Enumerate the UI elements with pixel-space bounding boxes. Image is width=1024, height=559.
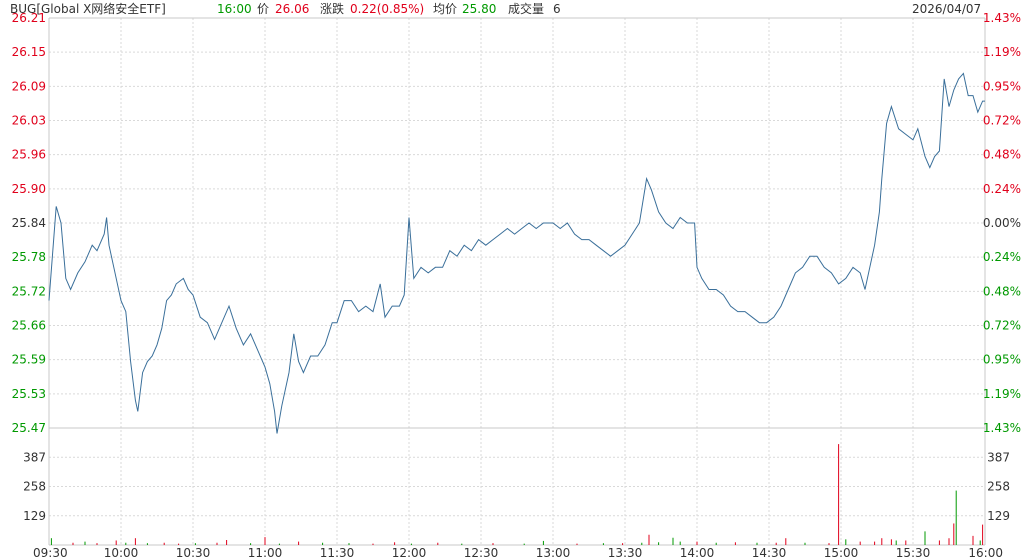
axis-labels: 26.21 1.43% 26.15 1.19% 26.09 0.95% 26.03 0.72%… xyxy=(12,11,1021,559)
volume-label: 成交量 xyxy=(508,2,545,16)
time-tick-label: 10:00 xyxy=(104,546,139,559)
avg-label: 均价 xyxy=(433,2,458,16)
time-tick-label: 11:00 xyxy=(248,546,283,559)
time-tick-label: 13:00 xyxy=(536,546,571,559)
percent-tick-label: 1.19% xyxy=(983,387,1021,401)
price-tick-label: 25.72 xyxy=(12,284,46,298)
percent-tick-label: 0.95% xyxy=(983,353,1021,367)
percent-tick-label: 1.43% xyxy=(983,11,1021,25)
price-tick-label: 25.90 xyxy=(12,182,46,196)
volume-value: 6 xyxy=(553,2,561,16)
time-tick-label: 14:00 xyxy=(680,546,715,559)
volume-tick-label-right: 387 xyxy=(987,450,1010,464)
percent-tick-label: 0.72% xyxy=(983,319,1021,333)
price-tick-label: 26.09 xyxy=(12,79,46,93)
volume-tick-label-right: 258 xyxy=(987,480,1010,494)
percent-tick-label: 1.19% xyxy=(983,45,1021,59)
price-line xyxy=(48,72,985,434)
percent-tick-label: 0.72% xyxy=(983,114,1021,128)
time-tick-label: 15:00 xyxy=(824,546,859,559)
volume-tick-label: 258 xyxy=(23,480,46,494)
price-tick-label: 26.21 xyxy=(12,11,46,25)
price-value: 26.06 xyxy=(275,2,310,16)
avg-value: 25.80 xyxy=(462,2,497,16)
volume-tick-label: 387 xyxy=(23,450,46,464)
percent-tick-label: 0.24% xyxy=(983,182,1021,196)
price-tick-label: 25.96 xyxy=(12,148,46,162)
volume-tick-label: 129 xyxy=(23,509,46,523)
time-tick-label: 12:00 xyxy=(392,546,427,559)
percent-tick-label: 1.43% xyxy=(983,421,1021,435)
time-tick-label: 09:30 xyxy=(33,546,68,559)
price-line-group xyxy=(48,72,985,434)
price-tick-label: 25.78 xyxy=(12,250,46,264)
price-tick-label: 25.66 xyxy=(12,319,46,333)
price-tick-label: 26.15 xyxy=(12,45,46,59)
time-tick-label: 12:30 xyxy=(464,546,499,559)
time-tick-label: 16:00 xyxy=(968,546,1003,559)
price-tick-label: 25.84 xyxy=(12,216,46,230)
time-tick-label: 14:30 xyxy=(752,546,787,559)
price-label: 价 xyxy=(257,2,270,16)
grid-lines xyxy=(48,17,986,546)
volume-bars xyxy=(50,444,984,545)
time-value: 16:00 xyxy=(217,2,252,16)
chart-header: BUG[Global X网络安全ETF] 16:00 价 26.06 涨跌 0.… xyxy=(0,0,1024,20)
percent-tick-label: 0.48% xyxy=(983,148,1021,162)
symbol-label: BUG[Global X网络安全ETF] xyxy=(10,2,166,16)
price-tick-label: 25.59 xyxy=(12,353,46,367)
volume-tick-label-right: 129 xyxy=(987,509,1010,523)
time-tick-label: 10:30 xyxy=(176,546,211,559)
percent-tick-label: 0.95% xyxy=(983,79,1021,93)
time-tick-label: 15:30 xyxy=(896,546,931,559)
change-label: 涨跌 xyxy=(320,2,345,16)
date-label: 2026/04/07 xyxy=(912,2,982,16)
change-value: 0.22(0.85%) xyxy=(350,2,425,16)
percent-tick-label: 0.48% xyxy=(983,284,1021,298)
price-tick-label: 26.03 xyxy=(12,114,46,128)
price-tick-label: 25.53 xyxy=(12,387,46,401)
time-tick-label: 13:30 xyxy=(608,546,643,559)
price-tick-label: 25.47 xyxy=(12,421,46,435)
time-tick-label: 11:30 xyxy=(320,546,355,559)
percent-tick-label: 0.00% xyxy=(983,216,1021,230)
percent-tick-label: 0.24% xyxy=(983,250,1021,264)
